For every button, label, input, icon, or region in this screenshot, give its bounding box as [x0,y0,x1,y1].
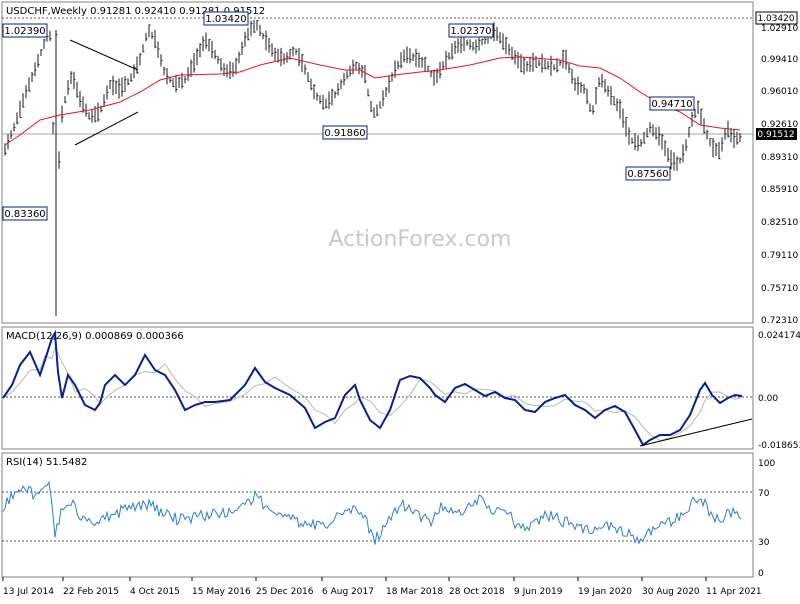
moving-average-line [4,56,741,146]
svg-text:0.83360: 0.83360 [4,209,45,220]
rsi-y-tick-label: 30 [758,538,770,548]
annotation-1-03420: 1.03420 [203,11,249,26]
annotation-1-02370: 1.02370 [448,23,494,38]
annotation-0-91860: 0.91860 [322,125,368,140]
last-price-label: 0.91512 [756,128,797,140]
triangle-lower-line [74,111,139,146]
macd-line [2,329,743,447]
x-tick-label: 22 Feb 2015 [63,587,119,597]
y-tick-label: 0.79110 [761,251,798,261]
x-tick-label: 9 Jun 2019 [514,587,563,597]
x-tick-label: 18 Mar 2018 [386,587,443,597]
x-tick-label: 19 Jan 2020 [578,587,632,597]
rsi-panel-title: RSI(14) 51.5482 [6,457,87,468]
macd-y-tick-label: -0.018653 [758,441,800,451]
rsi-panel-frame [1,452,754,578]
macd-trend-line [639,418,753,447]
high-line-label: 1.03420 [755,11,798,25]
x-tick-label: 30 Aug 2020 [642,587,700,597]
annotation-0-83360: 0.83360 [2,206,48,221]
y-tick-label: 0.85910 [761,185,798,195]
price-panel-frame [1,1,754,324]
annotation-1-02390: 1.02390 [2,23,48,38]
rsi-y-tick-label: 0 [758,569,764,579]
macd-panel-frame [1,326,754,450]
rsi-y-tick-label: 70 [758,489,770,499]
annotation-0-87560: 0.87560 [625,166,671,181]
svg-text:1.02370: 1.02370 [450,26,491,37]
x-tick-label: 28 Oct 2018 [449,587,505,597]
svg-text:1.02390: 1.02390 [4,26,45,37]
y-tick-label: 0.92610 [761,120,798,130]
y-tick-label: 0.89310 [761,153,798,163]
watermark: ActionForex.com [329,227,512,252]
annotation-0-94710: 0.94710 [649,96,695,111]
macd-y-tick-label: 0.00 [758,394,778,404]
triangle-upper-line [69,39,139,71]
svg-text:1.03420: 1.03420 [205,14,246,25]
svg-text:0.91512: 0.91512 [757,130,794,140]
svg-text:0.94710: 0.94710 [651,99,692,110]
y-tick-label: 0.75710 [761,284,798,294]
macd-panel-title: MACD(12,26,9) 0.000869 0.000366 [6,331,184,342]
price-y-axis: 1.02910 0.99410 0.96010 0.92610 0.89310 … [761,24,798,326]
macd-signal-line [2,346,743,442]
x-axis: 13 Jul 2014 22 Feb 2015 4 Oct 2015 15 May 2… [2,577,762,597]
y-tick-label: 0.72310 [761,316,798,326]
x-tick-label: 25 Dec 2016 [256,587,314,597]
y-tick-label: 0.82510 [761,218,798,228]
price-bars [4,19,742,316]
x-tick-label: 15 May 2016 [192,587,251,597]
y-tick-label: 0.99410 [761,55,798,65]
y-tick-label: 0.96010 [761,87,798,97]
x-tick-label: 13 Jul 2014 [3,587,54,597]
rsi-line [2,480,742,545]
svg-text:0.87560: 0.87560 [627,169,668,180]
macd-y-tick-label: 0.024174 [758,331,800,341]
x-tick-label: 6 Aug 2017 [322,587,374,597]
svg-text:1.03420: 1.03420 [757,14,794,24]
svg-text:0.91860: 0.91860 [324,128,365,139]
x-tick-label: 4 Oct 2015 [130,587,180,597]
y-tick-label: 1.02910 [761,24,798,34]
rsi-y-tick-label: 100 [758,459,775,469]
x-tick-label: 11 Apr 2021 [706,587,762,597]
